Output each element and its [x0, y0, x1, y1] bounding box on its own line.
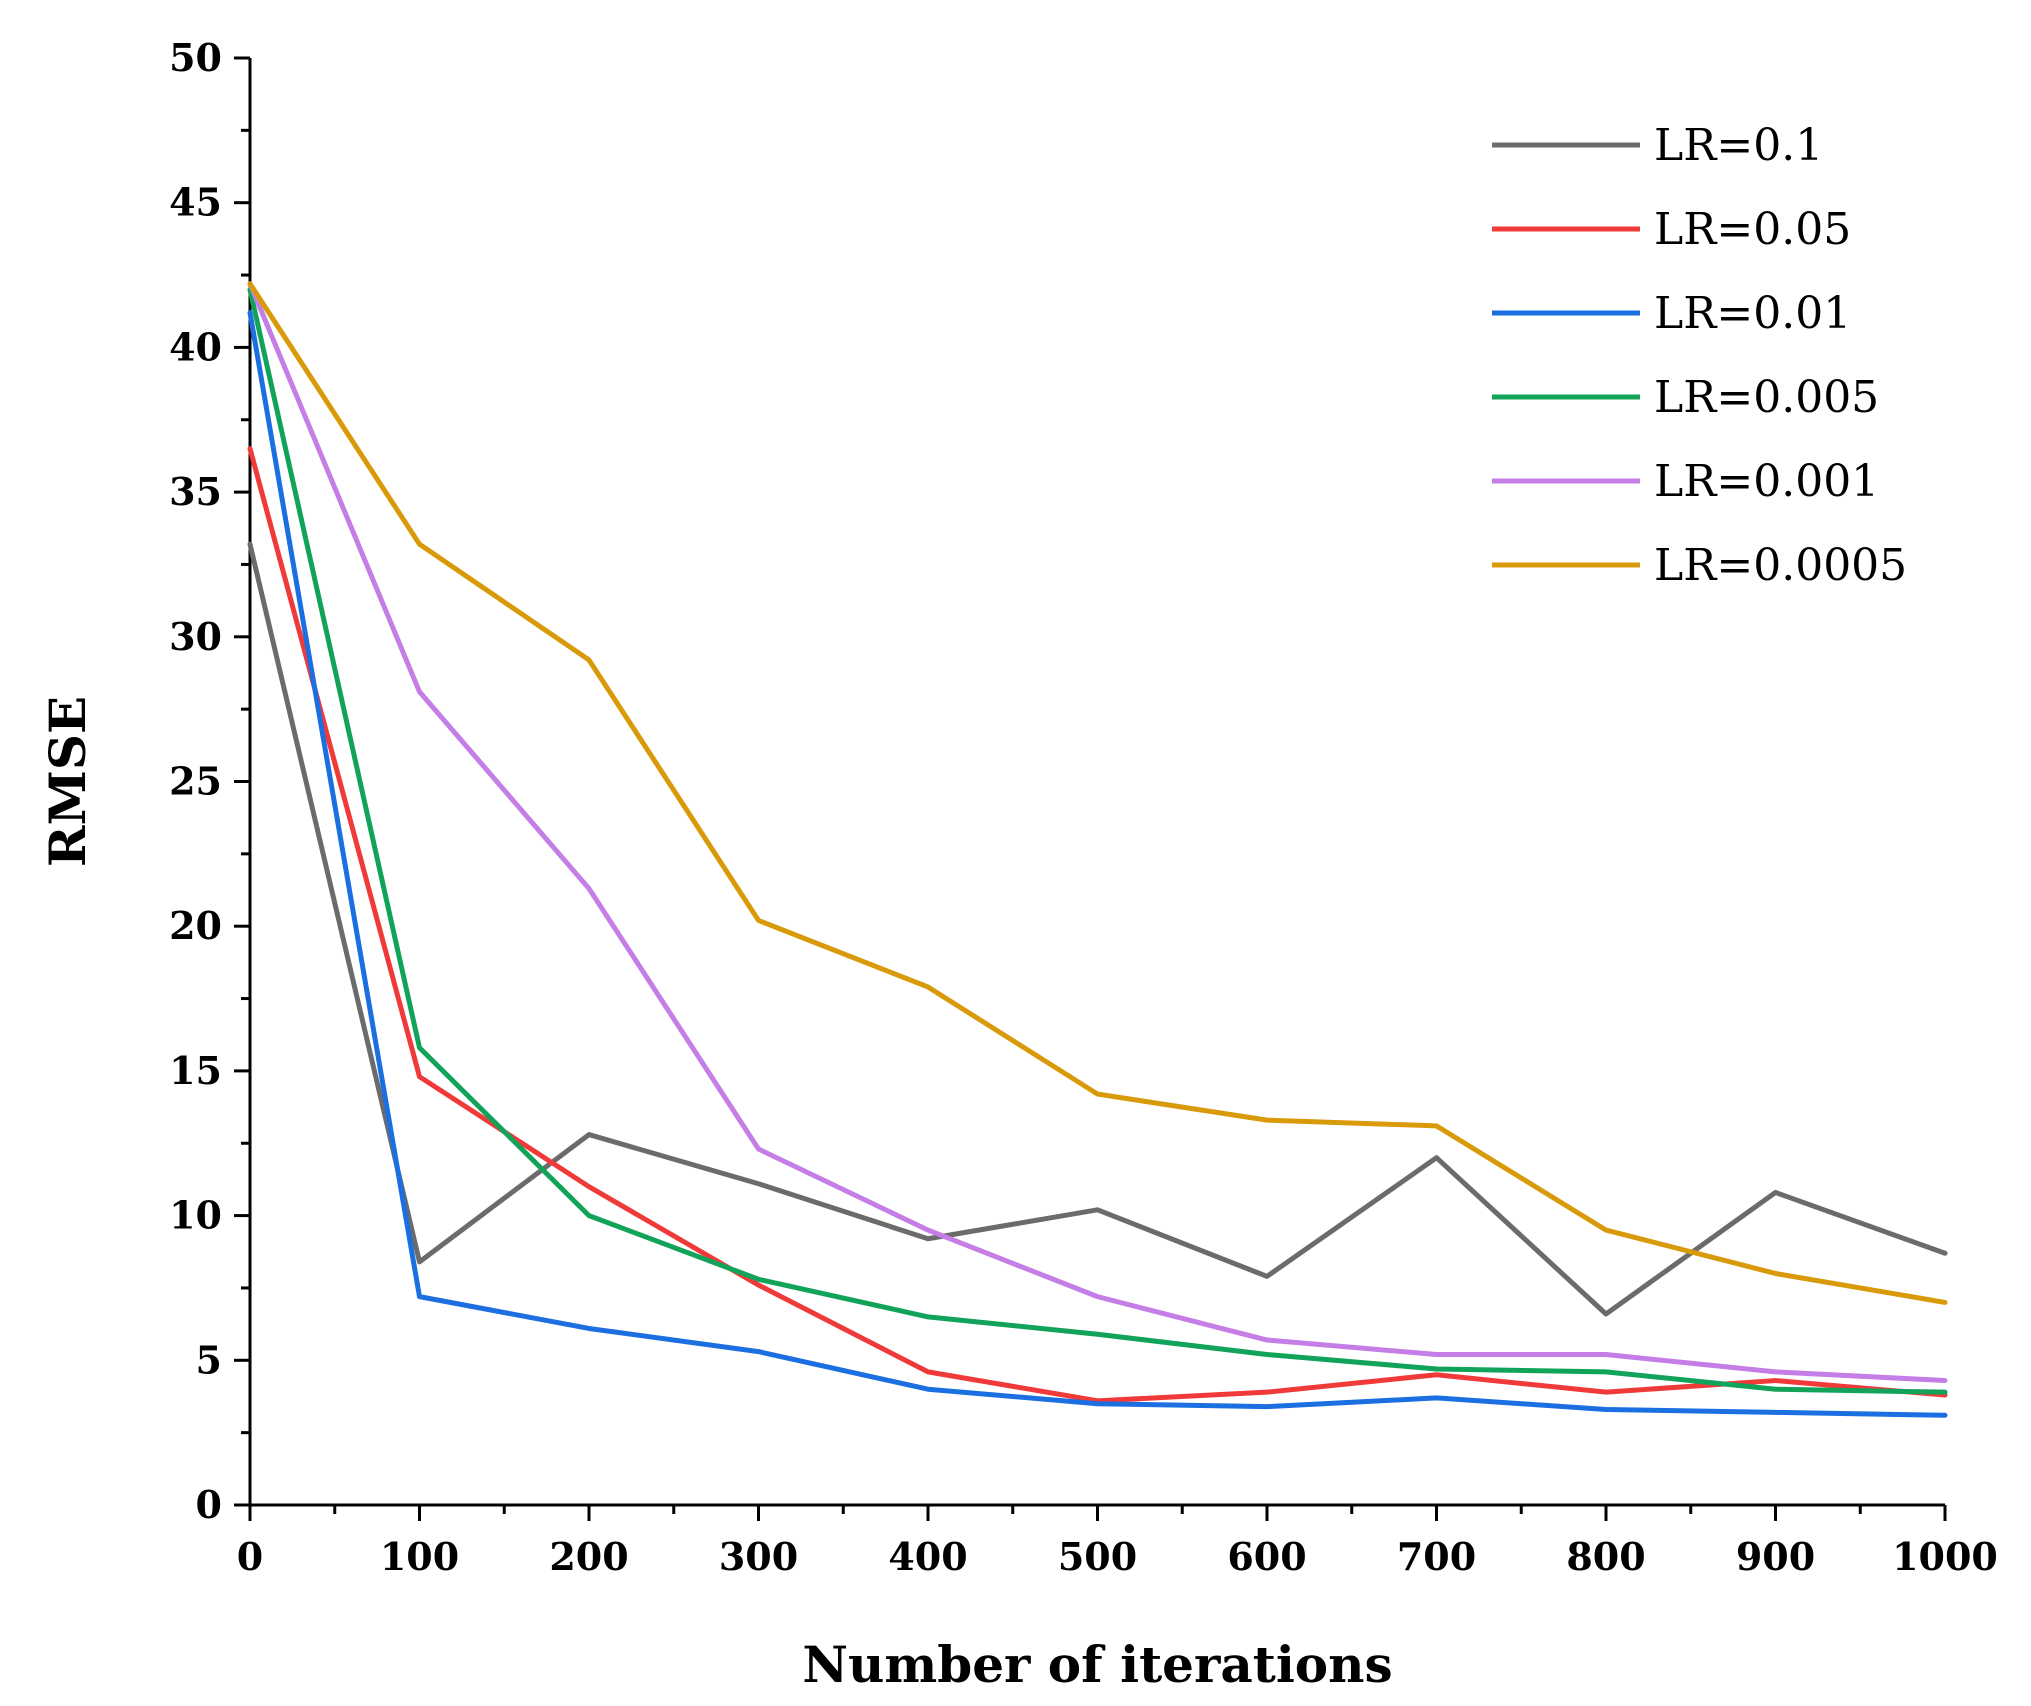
x-tick-label: 400 — [888, 1534, 967, 1579]
x-tick-label: 200 — [549, 1534, 628, 1579]
x-tick-label: 800 — [1566, 1534, 1645, 1579]
x-tick-label: 1000 — [1892, 1534, 1998, 1579]
y-tick-label: 5 — [196, 1337, 222, 1382]
legend-label: LR=0.005 — [1654, 372, 1879, 423]
legend-label: LR=0.1 — [1654, 120, 1823, 171]
legend: LR=0.1 LR=0.05 LR=0.01 LR=0.005 LR=0.001 LR=0… — [1492, 120, 1907, 591]
legend-label: LR=0.0005 — [1654, 540, 1907, 591]
series-line-LR=0.001 — [247, 281, 1948, 1384]
legend-label: LR=0.05 — [1654, 204, 1851, 255]
y-tick-label: 10 — [169, 1193, 222, 1238]
series-line-LR=0.0005 — [247, 281, 1948, 1305]
y-tick-label: 35 — [169, 469, 222, 514]
x-tick-label: 100 — [380, 1534, 459, 1579]
y-tick-label: 0 — [196, 1482, 222, 1527]
x-tick-label: 500 — [1058, 1534, 1137, 1579]
series-line-LR=0.1 — [247, 541, 1948, 1317]
y-tick-label: 40 — [169, 324, 222, 369]
series-line-LR=0.01 — [247, 310, 1948, 1418]
series-line-LR=0.005 — [247, 287, 1948, 1395]
x-tick-label: 0 — [237, 1534, 263, 1579]
series-line-LR=0.05 — [247, 446, 1948, 1404]
axes: 0 100 200 300 400 500 600 700 800 900 1000 0 5 10 15 20… — [169, 35, 1998, 1579]
y-tick-label: 30 — [169, 614, 222, 659]
y-axis-title: RMSE — [38, 696, 97, 867]
legend-label: LR=0.01 — [1654, 288, 1851, 339]
x-tick-label: 600 — [1227, 1534, 1306, 1579]
y-tick-label: 45 — [169, 180, 222, 225]
series-layer — [247, 281, 1948, 1418]
y-tick-label: 25 — [169, 759, 222, 804]
x-tick-label: 300 — [719, 1534, 798, 1579]
y-tick-label: 50 — [169, 35, 222, 80]
y-tick-label: 20 — [169, 903, 222, 948]
x-tick-label: 900 — [1736, 1534, 1815, 1579]
x-axis-title: Number of iterations — [802, 1635, 1392, 1694]
y-tick-label: 15 — [169, 1048, 222, 1093]
x-tick-label: 700 — [1397, 1534, 1476, 1579]
legend-label: LR=0.001 — [1654, 456, 1879, 507]
